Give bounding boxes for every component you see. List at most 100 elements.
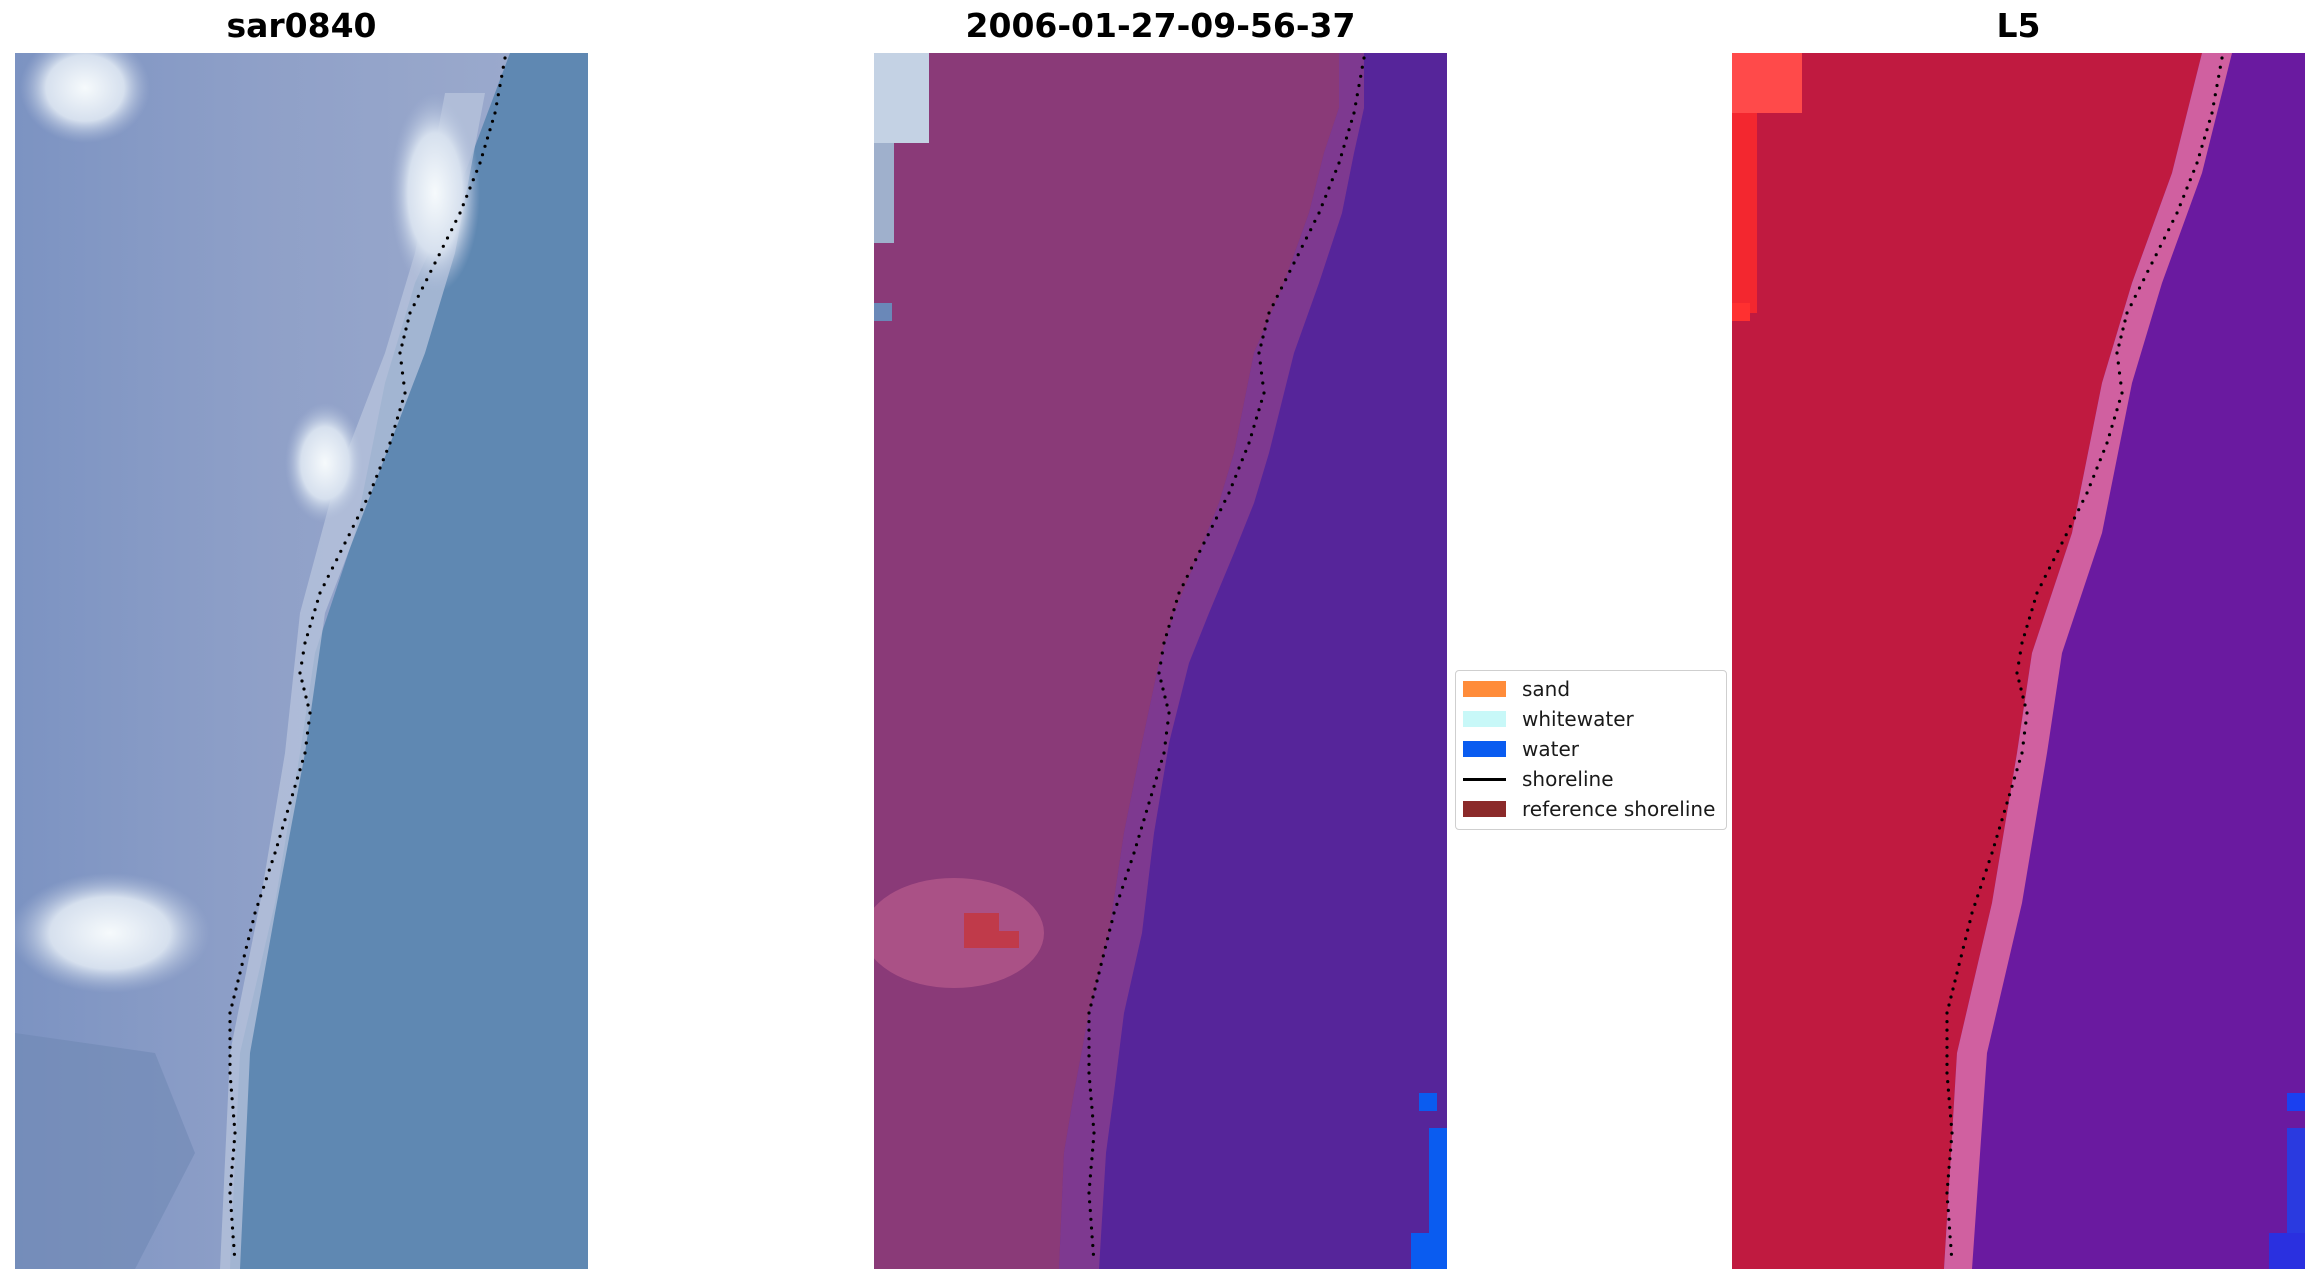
shoreline-point [398, 408, 402, 412]
shoreline-point [1950, 1131, 1954, 1135]
shoreline-point [2012, 776, 2017, 780]
shoreline-point [493, 111, 497, 115]
shoreline-point [1137, 834, 1141, 838]
legend-item-whitewater: whitewater [1456, 706, 1726, 732]
shoreline-point [2133, 294, 2137, 298]
shoreline-point [2117, 371, 2122, 375]
shoreline-point [2125, 311, 2129, 315]
shoreline-point [1240, 458, 1244, 462]
shoreline-point [355, 516, 360, 520]
shoreline-point [1132, 851, 1136, 855]
shoreline-point [230, 1165, 234, 1169]
shoreline-point [229, 1200, 233, 1204]
shoreline-point [1090, 1235, 1094, 1239]
shoreline-point [1091, 1140, 1095, 1144]
shoreline-point [403, 391, 407, 395]
shoreline-point [1946, 1182, 1950, 1186]
shoreline-point [1945, 1045, 1949, 1049]
shoreline-point [1223, 499, 1227, 503]
shoreline-point [322, 583, 326, 587]
shoreline-point [230, 1226, 235, 1230]
shoreline-point [1093, 987, 1097, 991]
shoreline-point [2022, 633, 2027, 637]
sand-swatch [1463, 681, 1506, 697]
shoreline-point [298, 768, 302, 772]
shoreline-point [1349, 119, 1354, 123]
index-bright-red-1 [1732, 53, 1802, 113]
shoreline-point [1087, 1054, 1091, 1058]
shoreline-point [256, 902, 260, 907]
shoreline-rgb [228, 56, 507, 1256]
index-image-panel [1732, 53, 2305, 1269]
shoreline-point [259, 894, 263, 898]
shoreline-point [2154, 253, 2158, 257]
shoreline-point [2010, 784, 2014, 788]
shoreline-point [1101, 954, 1105, 958]
shoreline-point [412, 303, 416, 307]
shoreline-point [1945, 1028, 1949, 1032]
shoreline-point [231, 1157, 235, 1161]
shoreline-point [300, 759, 305, 763]
shoreline-point [2081, 499, 2085, 503]
shoreline-point [2215, 83, 2219, 88]
shoreline-point [1961, 945, 1965, 949]
shoreline-point [1164, 731, 1169, 735]
shoreline-point [1139, 826, 1144, 830]
shoreline-point [2085, 491, 2089, 495]
shoreline-point [2110, 424, 2114, 428]
shoreline-point [1214, 516, 1219, 520]
shoreline-point [1259, 343, 1263, 347]
shoreline-point [308, 624, 312, 628]
shoreline-point [1166, 721, 1170, 725]
shoreline-point [408, 311, 412, 315]
shoreline-point [228, 1054, 232, 1058]
shoreline-point [2220, 56, 2224, 60]
shoreline-point [1945, 1037, 1949, 1041]
shoreline-point [1946, 1208, 1950, 1213]
shoreline-point [1337, 161, 1341, 165]
shoreline-point [480, 153, 485, 157]
shoreline-point [1360, 65, 1364, 69]
shoreline-point [2000, 818, 2004, 822]
shoreline-point [2024, 721, 2028, 725]
shoreline-point [1951, 987, 1955, 991]
shoreline-point [1167, 711, 1171, 715]
shoreline-point [1087, 1020, 1091, 1024]
shoreline-point [2195, 161, 2199, 165]
shoreline-point [2178, 203, 2182, 207]
shoreline-point [233, 1131, 237, 1135]
shoreline-point [1112, 911, 1116, 915]
shoreline-point [1163, 741, 1167, 745]
shoreline-point [228, 1028, 232, 1032]
shoreline-point [468, 186, 472, 190]
shoreline-line-icon [1463, 778, 1506, 781]
shoreline-point [231, 1235, 235, 1239]
index-pink-strip [1944, 53, 2232, 1269]
shoreline-point [1090, 1105, 1094, 1109]
shoreline-index [1945, 56, 2224, 1256]
shoreline-point [406, 319, 410, 323]
shoreline-point [1210, 524, 1214, 528]
shoreline-point [1317, 211, 1321, 215]
rgb-bright-patch-upper [390, 93, 480, 293]
shoreline-point [1357, 83, 1361, 88]
shoreline-point [304, 741, 308, 745]
shoreline-point [2043, 574, 2047, 578]
shoreline-point [228, 1062, 232, 1066]
shoreline-point [416, 294, 420, 298]
shoreline-point [2123, 319, 2127, 323]
shoreline-point [1947, 1097, 1951, 1101]
shoreline-point [1157, 768, 1161, 772]
shoreline-point [1227, 491, 1231, 495]
shoreline-point [1973, 902, 1977, 907]
shoreline-point [501, 65, 505, 69]
shoreline-point [1968, 920, 1972, 924]
class-water-pixel-2 [1429, 1128, 1447, 1238]
shoreline-point [2119, 335, 2123, 339]
panel-title-date: 2006-01-27-09-56-37 [965, 6, 1356, 45]
shoreline-point [2047, 566, 2052, 570]
class-land-edge [1059, 53, 1364, 1269]
legend-item-water: water [1456, 736, 1726, 762]
shoreline-point [1123, 877, 1127, 881]
shoreline-point [2072, 516, 2077, 520]
